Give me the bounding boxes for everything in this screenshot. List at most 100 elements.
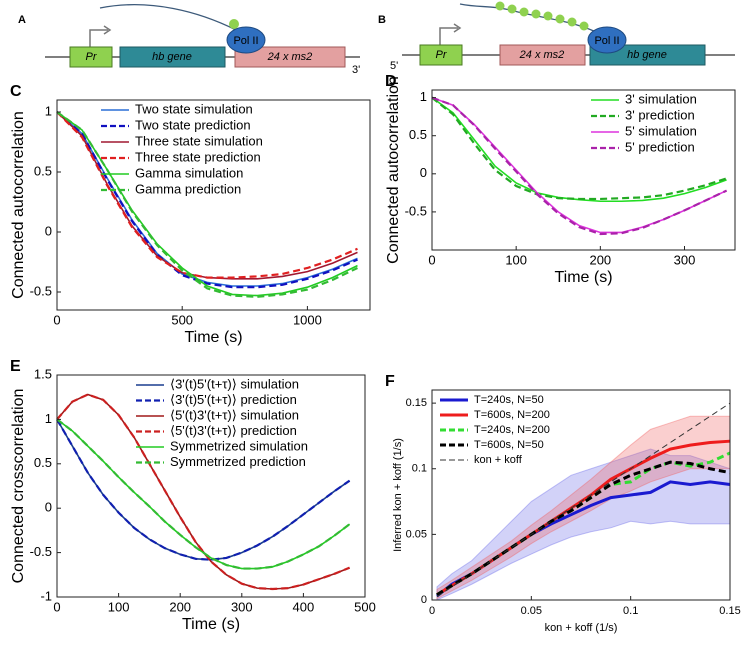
legend-label: T=600s, N=200 [474, 409, 550, 421]
x-tick-label: 0 [428, 252, 435, 267]
diagram-a: A Pr hb gene 24 x ms2 Pol II 3' [18, 4, 360, 76]
series-line [56, 418, 351, 561]
y-tick-label: 1.5 [34, 366, 52, 381]
axes-frame [431, 89, 736, 251]
x-axis-label: Time (s) [182, 616, 240, 633]
plot-area [432, 90, 735, 250]
polymerase [226, 26, 266, 54]
legend-label: 5' prediction [625, 139, 695, 154]
end-label: 5' [390, 60, 398, 72]
series-line [56, 393, 351, 591]
legend-label: Two state prediction [135, 117, 251, 132]
series-line [56, 111, 358, 287]
series-line [431, 96, 727, 201]
x-tick-label: 0.05 [521, 605, 542, 617]
series-line [436, 460, 731, 597]
x-tick-label: 300 [674, 252, 696, 267]
y-axis-label: Inferred kon + koff (1/s) [392, 438, 404, 552]
y-tick-label: 0.15 [406, 397, 427, 409]
y-axis-label: Connected crosscorrelation [10, 389, 27, 584]
x-tick-label: 0.15 [719, 605, 740, 617]
legend-label: Two state simulation [135, 101, 253, 116]
y-tick-label: 0 [421, 594, 427, 606]
legend-label: T=240s, N=200 [474, 424, 550, 436]
x-tick-label: 500 [171, 312, 193, 327]
reporter-text: 24 x ms2 [267, 51, 313, 63]
series-line [436, 402, 731, 598]
panel-label: D [385, 73, 397, 90]
end-label: 3' [352, 64, 360, 76]
plot-area [432, 390, 730, 600]
axes-frame [56, 99, 371, 311]
x-tick-label: 0 [53, 312, 60, 327]
legend-label: ⟨3'(t)5'(t+τ)⟩ simulation [170, 376, 299, 391]
y-tick-label: 0.5 [409, 127, 427, 142]
legend-label: kon + koff [474, 454, 523, 466]
promoter-arrow [89, 29, 108, 47]
x-tick-label: 0 [429, 605, 435, 617]
series-line [431, 96, 728, 236]
y-tick-label: 0 [45, 223, 52, 238]
legend-label: Symmetrized simulation [170, 438, 308, 453]
transcript [99, 4, 237, 31]
panel-label: B [378, 14, 386, 26]
promoter-box [419, 44, 463, 66]
promoter-arrow [439, 27, 458, 45]
x-axis-label: kon + koff (1/s) [545, 622, 618, 634]
y-tick-label: 0.05 [406, 528, 427, 540]
legend-label: T=240s, N=50 [474, 394, 544, 406]
y-tick-label: 0 [420, 165, 427, 180]
x-tick-label: 500 [354, 599, 376, 614]
x-axis-label: Time (s) [184, 329, 242, 346]
series-line [56, 111, 358, 279]
panel-label: E [10, 358, 21, 375]
legend-label: Gamma prediction [135, 181, 241, 196]
gene-box [119, 46, 226, 68]
x-tick-label: 1000 [293, 312, 322, 327]
series-line [56, 111, 358, 289]
x-tick-label: 300 [231, 599, 253, 614]
y-tick-label: -0.5 [30, 544, 52, 559]
x-axis-label: Time (s) [554, 269, 612, 286]
y-tick-label: -1 [40, 588, 52, 603]
transcript [459, 3, 597, 33]
y-tick-label: 1 [420, 89, 427, 104]
y-axis-label: Connected autocorrelation [10, 111, 27, 299]
x-tick-label: 400 [293, 599, 315, 614]
ms2-loop [229, 19, 239, 29]
legend-label: Three state simulation [135, 133, 263, 148]
x-tick-label: 0.1 [623, 605, 638, 617]
x-tick-label: 100 [108, 599, 130, 614]
y-axis-label: Connected autocorrelation [385, 76, 402, 264]
y-tick-label: 1 [45, 103, 52, 118]
gene-text: hb gene [627, 49, 667, 61]
polymerase-text: Pol II [233, 35, 258, 47]
diagram-b: B 5' Pr 24 x ms2 hb gene Pol II [378, 1, 735, 72]
legend-label: 5' simulation [625, 123, 697, 138]
series-line [56, 111, 358, 298]
promoter-box [69, 46, 113, 68]
x-tick-label: 200 [589, 252, 611, 267]
polymerase [587, 26, 627, 54]
x-tick-label: 0 [53, 599, 60, 614]
panel-label: C [10, 83, 22, 100]
reporter-text: 24 x ms2 [519, 49, 565, 61]
polymerase-text: Pol II [594, 35, 619, 47]
legend-label: 3' prediction [625, 107, 695, 122]
arrow-head [453, 23, 462, 33]
y-tick-label: -0.5 [30, 283, 52, 298]
legend-label: ⟨5'(t)3'(t+τ)⟩ simulation [170, 407, 299, 422]
y-tick-label: 0.5 [34, 163, 52, 178]
y-tick-label: 1 [45, 411, 52, 426]
axes-frame [56, 374, 366, 598]
y-tick-label: 0 [45, 500, 52, 515]
series-line [56, 418, 351, 570]
promoter-text: Pr [86, 51, 98, 63]
promoter-text: Pr [436, 49, 448, 61]
legend-label: Symmetrized prediction [170, 454, 306, 469]
y-tick-label: 0.1 [412, 463, 427, 475]
y-tick-label: -0.5 [405, 203, 427, 218]
legend-label: ⟨3'(t)5'(t+τ)⟩ prediction [170, 392, 297, 407]
arrow-head [103, 25, 112, 35]
